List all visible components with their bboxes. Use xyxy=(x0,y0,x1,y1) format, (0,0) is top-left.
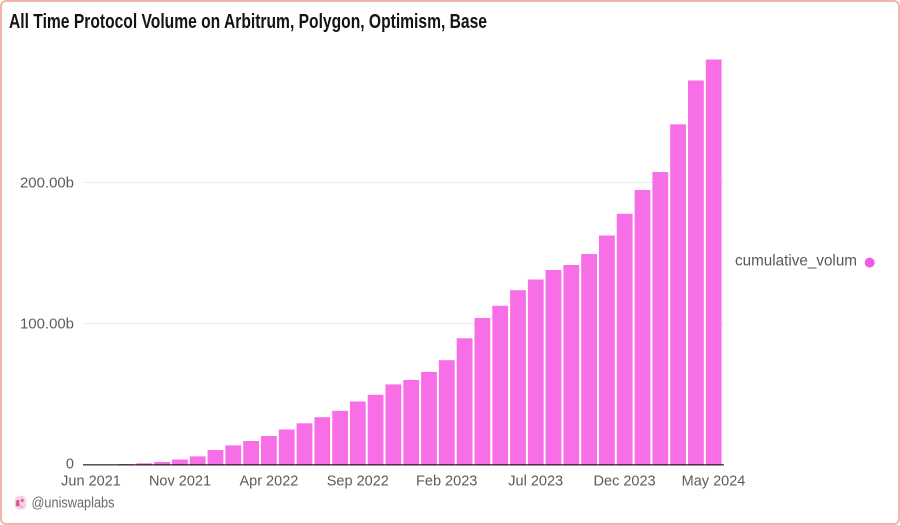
svg-text:May 2024: May 2024 xyxy=(682,474,746,490)
svg-text:Dec 2023: Dec 2023 xyxy=(594,474,656,490)
svg-text:@uniswaplabs: @uniswaplabs xyxy=(32,496,115,512)
svg-text:Feb 2023: Feb 2023 xyxy=(416,474,477,490)
svg-text:200.00b: 200.00b xyxy=(20,176,74,192)
svg-text:All Time Protocol Volume on Ar: All Time Protocol Volume on Arbitrum, Po… xyxy=(9,11,487,33)
svg-text:Sep 2022: Sep 2022 xyxy=(327,474,389,490)
svg-text:Jun 2021: Jun 2021 xyxy=(61,474,121,490)
svg-text:100.00b: 100.00b xyxy=(20,317,74,333)
svg-text:cumulative_volum: cumulative_volum xyxy=(735,253,857,270)
svg-text:0: 0 xyxy=(66,456,74,472)
svg-text:Nov 2021: Nov 2021 xyxy=(149,474,211,490)
svg-text:Apr 2022: Apr 2022 xyxy=(239,474,298,490)
svg-text:Jul 2023: Jul 2023 xyxy=(508,474,563,490)
